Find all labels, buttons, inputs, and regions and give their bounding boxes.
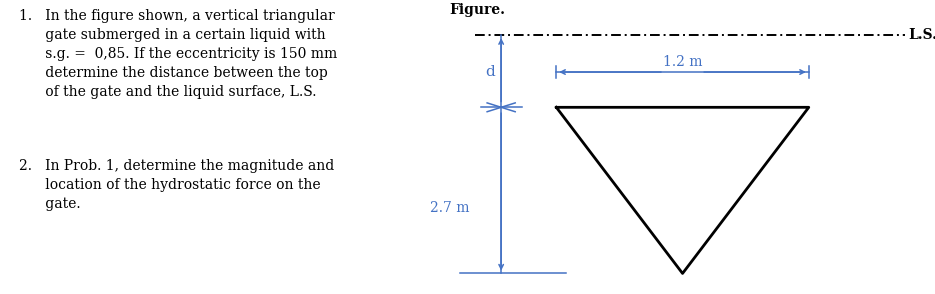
- Text: 1.   In the figure shown, a vertical triangular
      gate submerged in a certai: 1. In the figure shown, a vertical trian…: [19, 9, 337, 98]
- Text: 1.2 m: 1.2 m: [663, 55, 702, 69]
- Text: 2.7 m: 2.7 m: [430, 201, 469, 215]
- Text: 2.   In Prob. 1, determine the magnitude and
      location of the hydrostatic f: 2. In Prob. 1, determine the magnitude a…: [19, 159, 334, 211]
- Text: L.S.: L.S.: [908, 28, 935, 42]
- Text: Figure.: Figure.: [449, 3, 505, 17]
- Text: d: d: [485, 65, 495, 79]
